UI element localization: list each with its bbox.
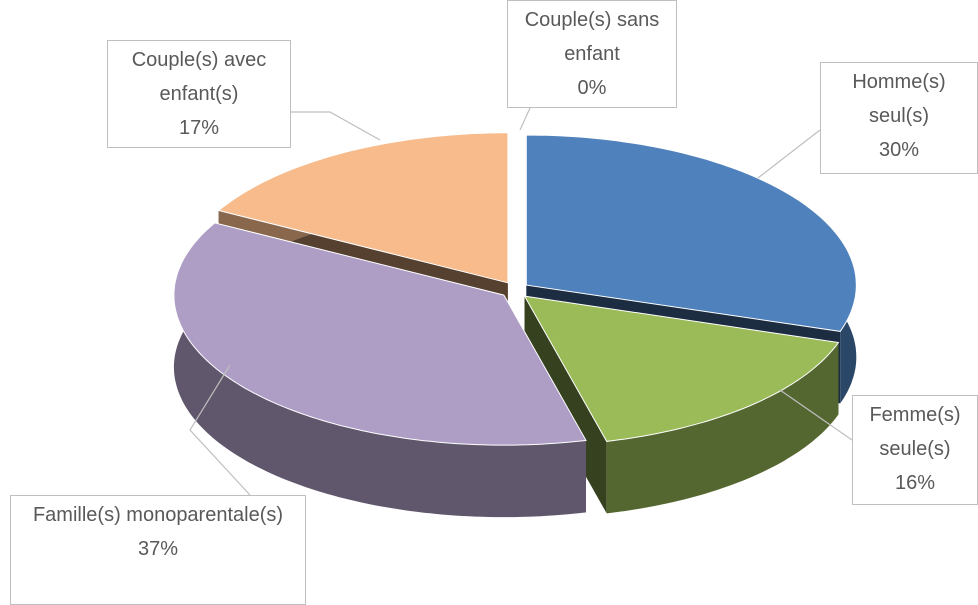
leader-line (779, 389, 853, 441)
category-label: Famille(s) monoparentale(s) (32, 504, 284, 526)
label-box: Homme(s) seul(s) 30% (820, 62, 978, 174)
value-label: 37% (137, 538, 179, 560)
category-label: Homme(s) seul(s) (852, 71, 946, 127)
label-box: Famille(s) monoparentale(s) 37% (10, 495, 306, 605)
leader-line (757, 129, 821, 179)
category-label: Couple(s) avec enfant(s) (131, 49, 267, 105)
label-box: Couple(s) sans enfant 0% (507, 0, 677, 108)
slice (525, 134, 857, 332)
value-label: 0% (577, 77, 607, 99)
slice (173, 222, 587, 446)
label-box: Femme(s) seule(s) 16% (852, 395, 978, 505)
slice-side (606, 342, 839, 514)
slice (217, 132, 509, 284)
leader-line (519, 107, 531, 131)
value-label: 17% (178, 117, 220, 139)
value-label: 30% (878, 139, 920, 161)
leader-line (189, 364, 251, 496)
slices (173, 131, 857, 518)
category-label: Femme(s) seule(s) (869, 404, 961, 460)
label-box: Couple(s) avec enfant(s) 17% (107, 40, 291, 148)
slice (523, 295, 840, 442)
category-label: Couple(s) sans enfant (524, 9, 660, 65)
leader-line (290, 111, 381, 141)
slice-side (173, 222, 586, 518)
value-label: 16% (894, 472, 936, 494)
